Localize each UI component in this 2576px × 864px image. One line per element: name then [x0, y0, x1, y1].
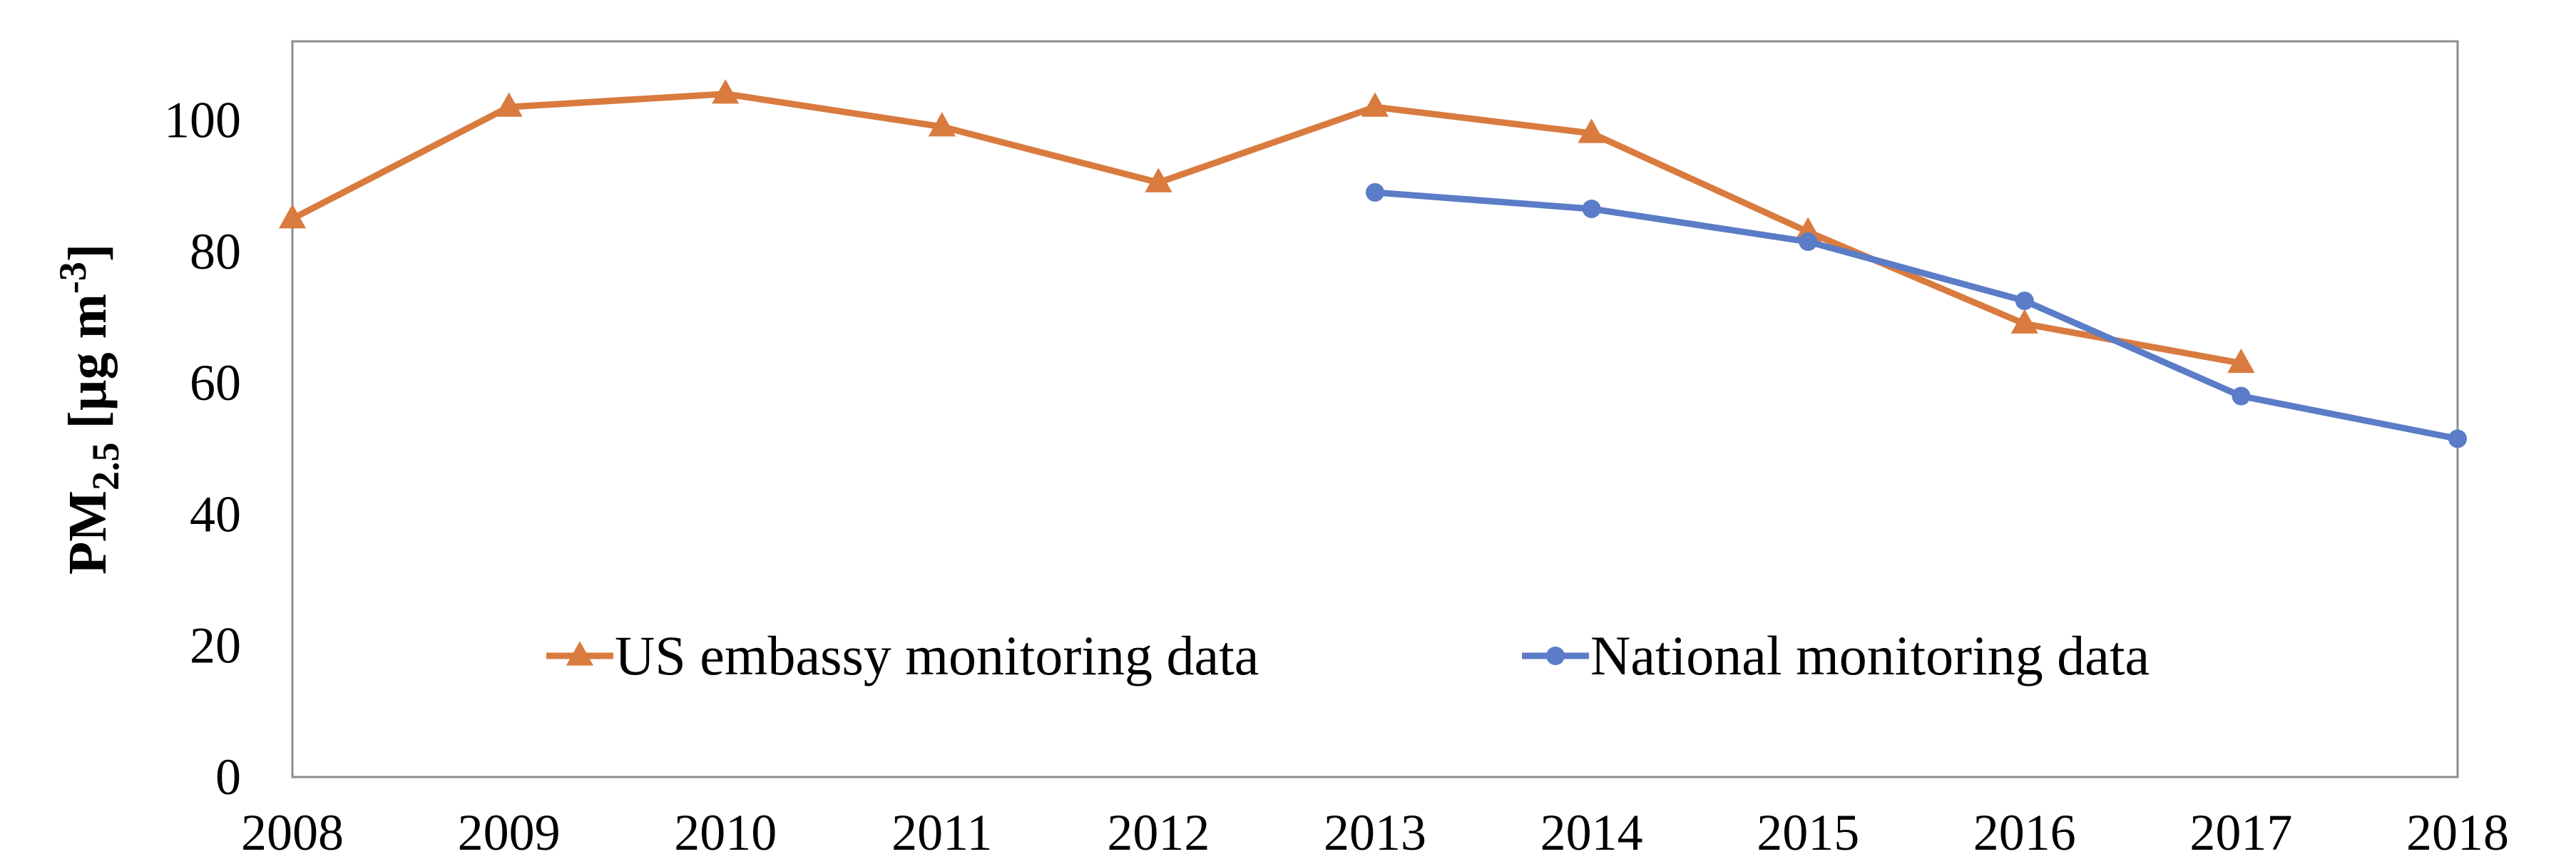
y-axis-title-unit: [µg m [58, 294, 118, 442]
series-line [1371, 189, 2461, 442]
x-tick-label: 2012 [1107, 804, 1210, 861]
data-point-marker [495, 92, 523, 117]
data-point-marker [712, 79, 740, 104]
y-axis-title-main: PM [58, 490, 118, 575]
series-line [289, 91, 2244, 366]
x-tick-label: 2018 [2406, 804, 2509, 861]
x-tick-label: 2014 [1540, 804, 1643, 861]
legend-marker [566, 641, 594, 666]
x-tick-label: 2009 [458, 804, 561, 861]
series-us-embassy [278, 79, 2255, 374]
x-tick-label: 2008 [241, 804, 344, 861]
data-point-marker [1582, 199, 1601, 218]
data-point-marker [928, 112, 956, 137]
legend-item: National monitoring data [1522, 624, 2150, 686]
x-tick-label: 2011 [891, 804, 992, 861]
y-axis-title-unit-close: ] [58, 244, 118, 262]
y-tick-label: 80 [190, 223, 241, 280]
y-tick-label: 20 [190, 617, 241, 674]
data-point-marker [2448, 429, 2467, 448]
legend-marker [1546, 647, 1565, 665]
data-point-marker [2227, 348, 2255, 374]
legend-item: US embassy monitoring data [546, 624, 1259, 686]
y-tick-label: 60 [190, 354, 241, 411]
y-axis-title-subscript: 2.5 [84, 443, 127, 491]
data-point-marker [1578, 118, 1605, 143]
y-axis-title-superscript: -3 [51, 262, 94, 294]
series-national [1366, 182, 2467, 448]
x-axis-tick-labels: 2008 2009 2010 2011 2012 2013 2014 2015 2016 2017… [241, 804, 2509, 861]
x-tick-label: 2013 [1324, 804, 1426, 861]
x-tick-label: 2016 [1973, 804, 2076, 861]
data-point-marker [1361, 92, 1389, 117]
x-tick-label: 2010 [674, 804, 777, 861]
legend: US embassy monitoring data National monit… [546, 624, 2150, 686]
data-point-marker [1145, 168, 1172, 192]
data-point-marker [278, 204, 307, 229]
y-tick-label: 0 [215, 749, 241, 806]
y-tick-label: 40 [190, 485, 241, 542]
legend-label: National monitoring data [1590, 624, 2150, 686]
y-tick-label: 100 [164, 92, 241, 149]
y-axis-title: PM2.5 [µg m-3] [51, 244, 127, 575]
x-tick-label: 2017 [2189, 804, 2292, 861]
data-point-marker [2015, 291, 2034, 310]
data-point-marker [2010, 309, 2038, 334]
x-tick-label: 2015 [1757, 804, 1859, 861]
legend-label: US embassy monitoring data [615, 624, 1259, 686]
data-point-marker [1366, 182, 1384, 202]
plot-area-border [291, 40, 2459, 778]
data-point-marker [1799, 232, 1818, 252]
y-axis-tick-labels: 0 20 40 60 80 100 [164, 92, 241, 806]
series-layer [278, 79, 2467, 448]
data-point-marker [2232, 386, 2251, 406]
